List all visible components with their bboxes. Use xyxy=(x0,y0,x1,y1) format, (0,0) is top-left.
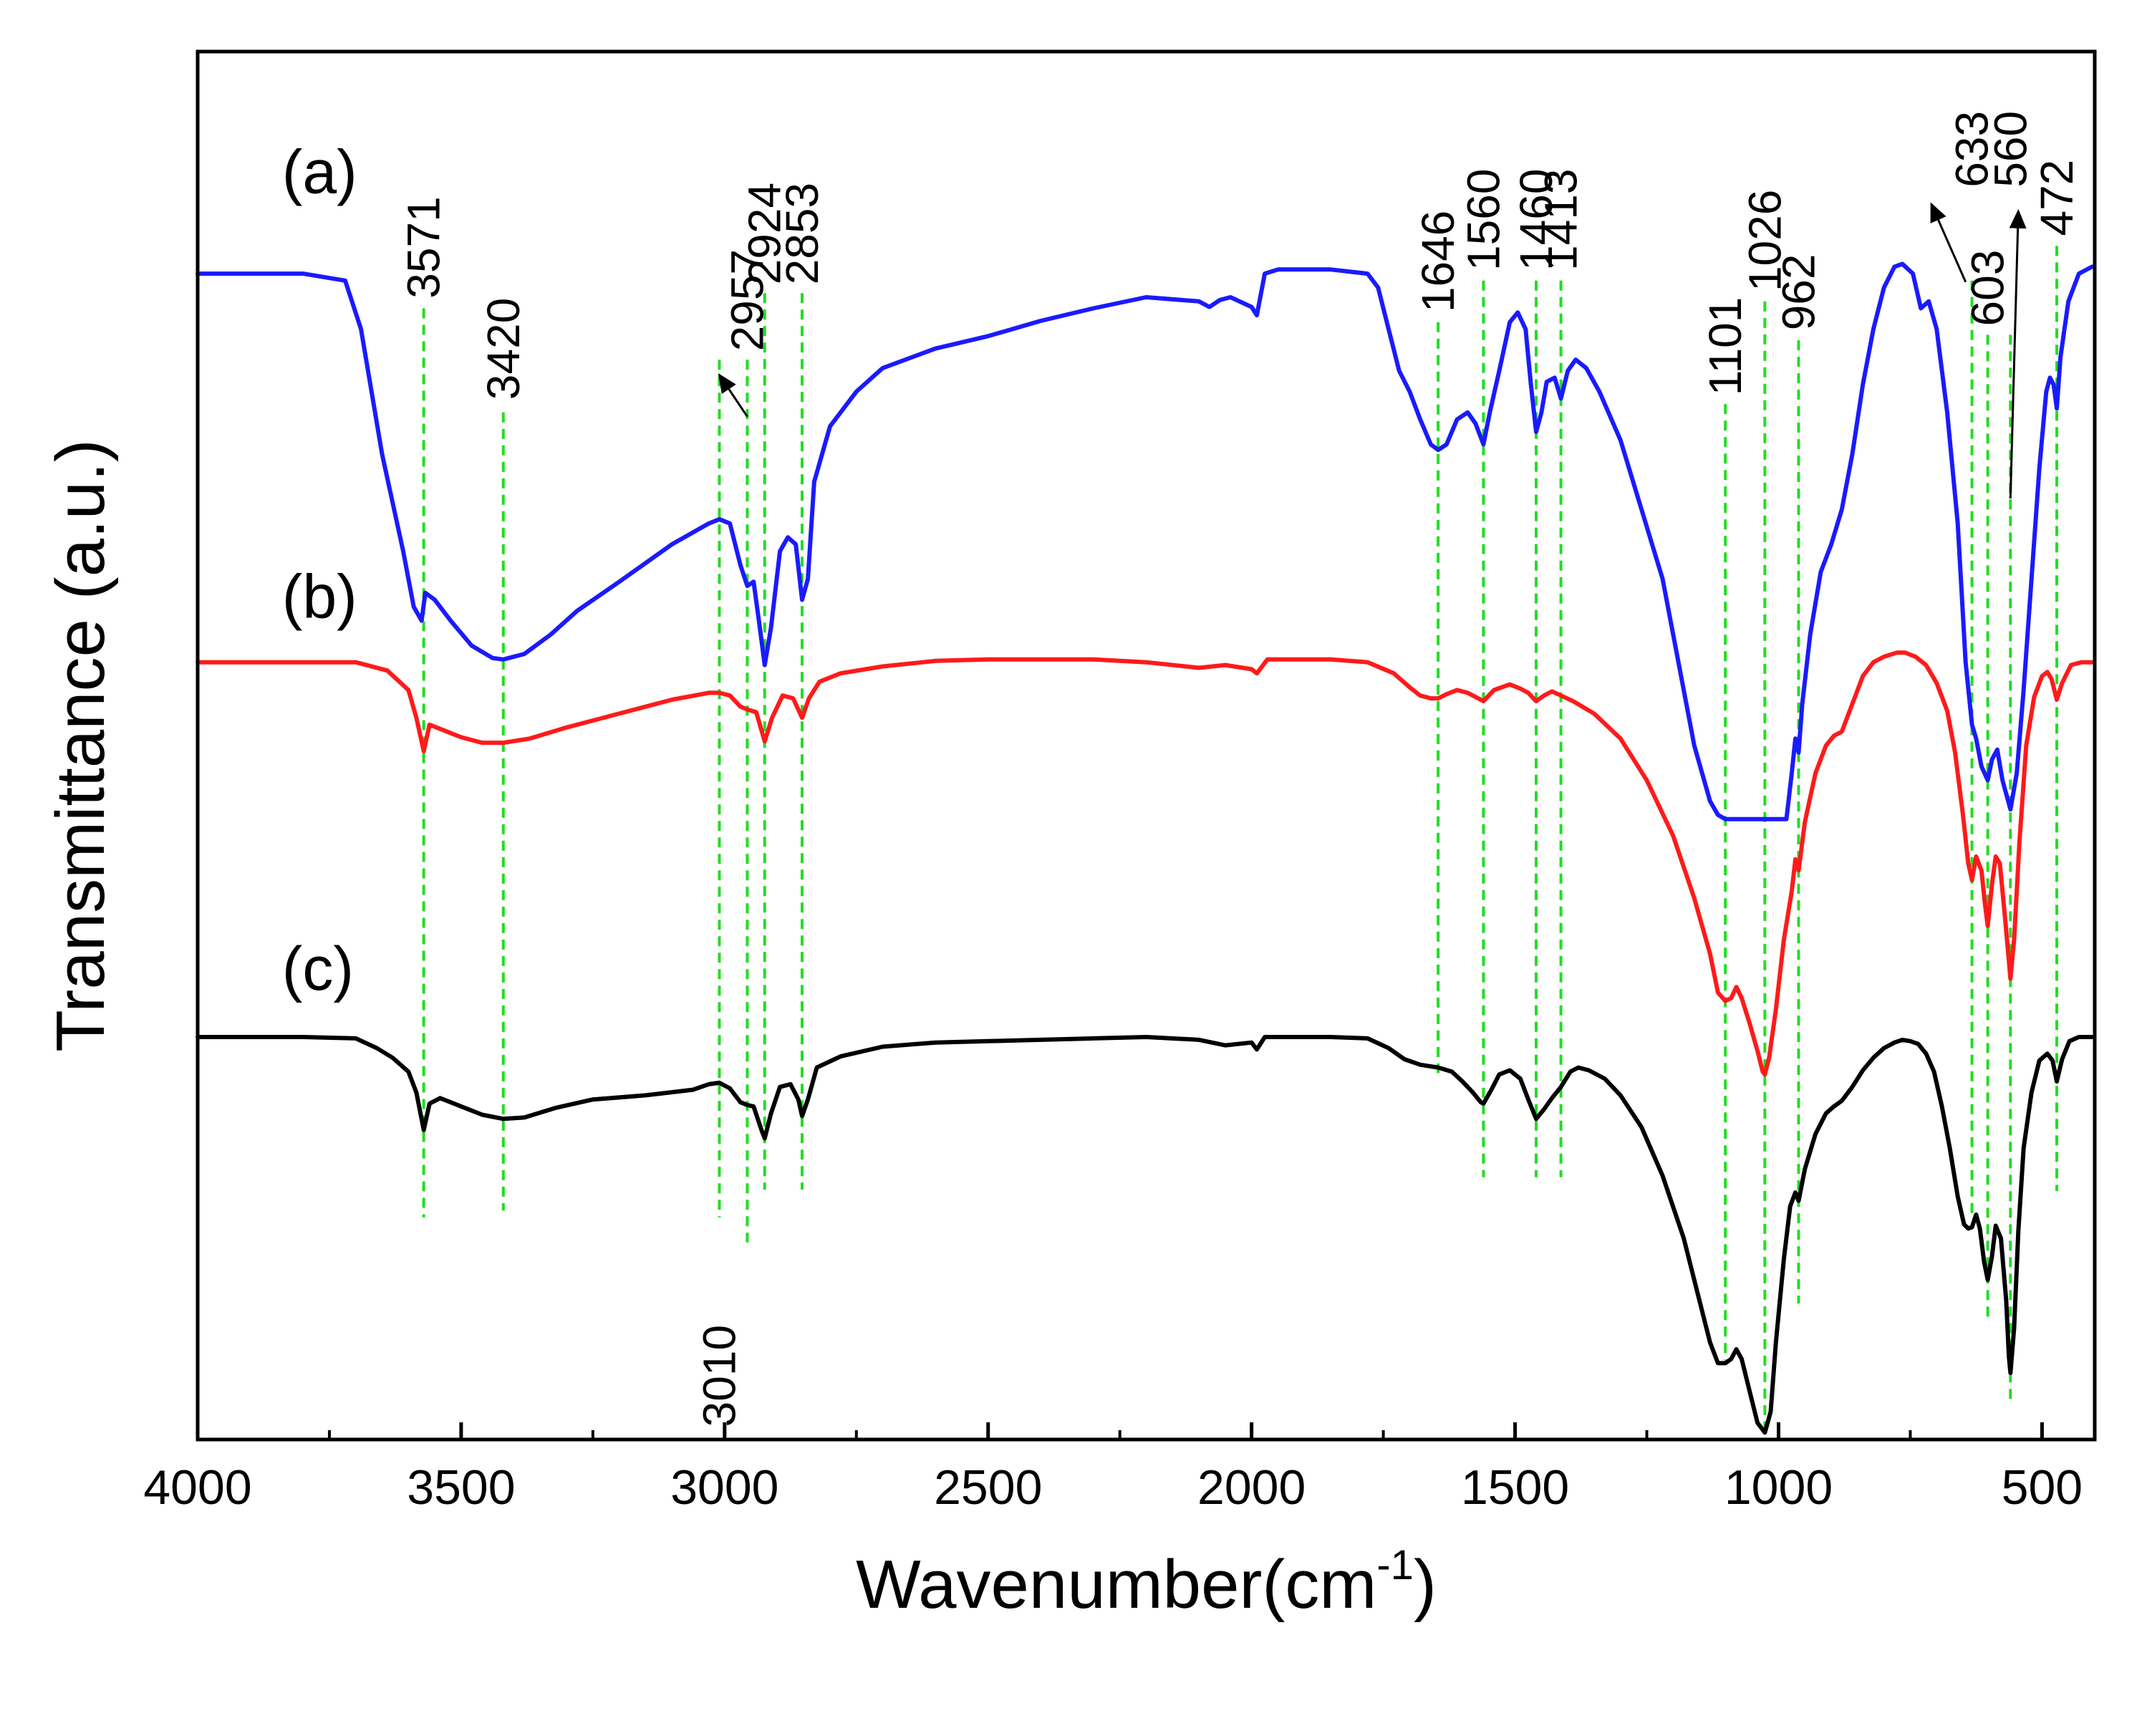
arrow-633 xyxy=(1930,202,1967,283)
peak-label-472: 472 xyxy=(2031,160,2083,236)
reference-lines xyxy=(422,246,2059,1437)
x-axis: 4000 3500 3000 2500 2000 1500 1000 500 xyxy=(143,1422,2083,1515)
peak-label-1026: 1026 xyxy=(1739,190,1790,291)
peak-label-1460: 1460 xyxy=(1510,169,1562,271)
x-axis-title-superscript: -1 xyxy=(1376,1542,1414,1588)
trace-label-a: (a) xyxy=(282,138,357,207)
x-tick-label: 1000 xyxy=(1724,1460,1833,1515)
trace-label-c: (c) xyxy=(282,935,354,1003)
peak-label-3571: 3571 xyxy=(398,196,450,298)
arrows-layer xyxy=(718,202,2027,499)
peak-label-1560: 1560 xyxy=(1457,169,1509,271)
series-line-a xyxy=(196,261,2095,821)
x-axis-title-close: ) xyxy=(1414,1546,1437,1623)
series-line-b xyxy=(196,650,2095,1077)
peak-label-1413: 1413 xyxy=(1535,169,1587,271)
x-tick-label: 2000 xyxy=(1197,1460,1306,1515)
peak-label-560: 560 xyxy=(1984,111,2036,188)
y-axis-title: Transmittance (a.u.) xyxy=(42,439,119,1051)
peak-label-2853: 2853 xyxy=(776,183,828,284)
peak-label-3420: 3420 xyxy=(478,298,529,400)
x-axis-title: Wavenumber(cm-1) xyxy=(856,1542,1437,1623)
x-tick-label: 3000 xyxy=(670,1460,778,1515)
peak-label-1101: 1101 xyxy=(1699,297,1751,396)
peak-label-3010: 3010 xyxy=(693,1325,745,1427)
arrow-2957 xyxy=(718,373,748,418)
peak-label-2924: 2924 xyxy=(739,183,791,284)
x-axis-title-main: Wavenumber(cm xyxy=(856,1546,1376,1623)
peak-label-633: 633 xyxy=(1946,111,1998,188)
peak-label-962: 962 xyxy=(1772,254,1824,331)
x-tick-label: 4000 xyxy=(143,1460,251,1515)
x-tick-label: 3500 xyxy=(407,1460,515,1515)
arrow-560 xyxy=(2009,208,2027,499)
x-tick-label: 1500 xyxy=(1461,1460,1569,1515)
series-layer xyxy=(196,261,2095,1435)
plot-frame xyxy=(196,49,2097,1442)
peak-label-1646: 1646 xyxy=(1412,211,1464,312)
trace-labels: (a) (b) (c) xyxy=(282,138,357,1003)
peak-label-603: 603 xyxy=(1962,250,2014,327)
x-tick-label: 500 xyxy=(2002,1460,2083,1515)
series-line-c xyxy=(196,1035,2095,1435)
peak-label-2957: 2957 xyxy=(721,249,773,351)
x-tick-label: 2500 xyxy=(934,1460,1042,1515)
trace-label-b: (b) xyxy=(282,563,357,632)
